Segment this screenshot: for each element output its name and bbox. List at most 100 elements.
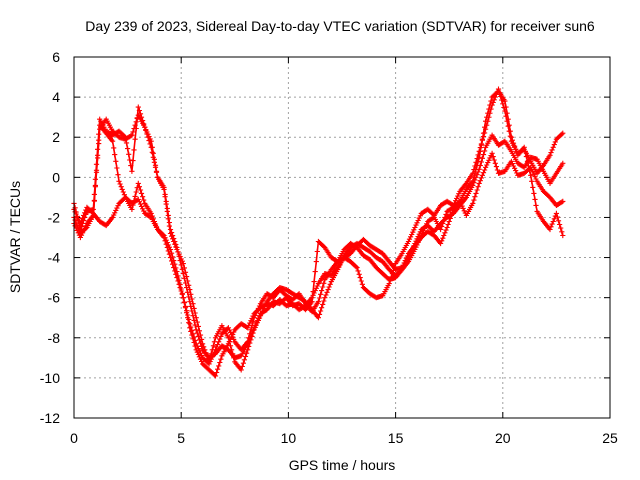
data-point-marker [551, 216, 557, 222]
data-point-marker [416, 215, 422, 221]
series-trace-4 [71, 86, 566, 361]
data-point-marker [182, 280, 189, 286]
data-point-marker [194, 319, 200, 325]
data-point-marker [169, 229, 175, 236]
data-point-marker [527, 168, 533, 174]
data-point-marker [559, 229, 565, 235]
data-point-marker [353, 264, 359, 270]
data-point-marker [153, 224, 160, 230]
data-point-marker [187, 321, 193, 327]
data-point-marker [177, 258, 183, 264]
data-point-marker [83, 211, 89, 217]
data-point-marker [184, 285, 190, 291]
data-point-marker [439, 223, 445, 230]
data-point-marker [112, 210, 118, 216]
data-point-marker [130, 158, 136, 164]
data-point-marker [179, 290, 185, 296]
data-point-marker [390, 267, 397, 273]
data-point-marker [245, 325, 251, 331]
data-point-marker [78, 232, 85, 238]
data-point-marker [391, 264, 398, 270]
data-point-marker [504, 118, 510, 124]
data-point-marker [229, 332, 235, 338]
data-point-marker [454, 195, 460, 201]
data-point-marker [145, 134, 151, 140]
data-point-marker [455, 193, 461, 199]
data-point-marker [508, 158, 514, 164]
data-point-marker [548, 150, 554, 156]
data-point-marker [74, 227, 80, 234]
data-point-marker [443, 211, 449, 217]
data-point-marker [163, 237, 169, 243]
data-point-marker [335, 267, 341, 273]
data-point-marker [531, 171, 537, 177]
data-point-marker [132, 136, 138, 142]
data-point-marker [138, 203, 145, 209]
data-point-marker [555, 218, 562, 224]
y-tick-label: -12 [40, 410, 60, 426]
data-point-marker [479, 137, 485, 143]
data-point-marker [72, 223, 78, 229]
data-point-marker [149, 213, 155, 219]
data-point-marker [485, 118, 491, 124]
data-point-marker [532, 196, 538, 202]
data-point-marker [161, 232, 167, 239]
data-point-marker [117, 181, 123, 187]
data-point-marker [217, 359, 223, 366]
data-point-marker [128, 163, 134, 169]
data-point-marker [316, 311, 323, 317]
data-point-marker [491, 97, 497, 103]
series-trace-line [73, 152, 564, 377]
data-point-marker [477, 145, 483, 151]
data-point-marker [408, 234, 414, 240]
data-point-marker [241, 357, 247, 363]
data-point-marker [552, 139, 558, 145]
data-point-marker [456, 199, 462, 205]
data-point-marker [137, 187, 144, 193]
data-point-marker [471, 167, 477, 173]
data-point-marker [74, 213, 80, 219]
data-point-marker [215, 341, 221, 348]
data-point-marker [78, 223, 85, 230]
data-point-marker [174, 244, 180, 251]
data-point-marker [126, 151, 132, 157]
data-point-marker [132, 193, 138, 199]
data-point-marker [475, 152, 481, 158]
data-point-marker [172, 238, 178, 245]
data-point-marker [165, 212, 171, 218]
data-point-marker [490, 154, 496, 160]
data-point-marker [192, 322, 198, 328]
data-point-marker [473, 159, 479, 165]
data-point-marker [194, 330, 200, 336]
data-point-marker [152, 221, 159, 227]
data-point-marker [113, 207, 119, 213]
data-point-marker [114, 205, 120, 211]
data-point-marker [115, 172, 121, 178]
data-point-marker [316, 295, 323, 301]
data-point-marker [553, 210, 559, 216]
data-point-marker [247, 335, 253, 341]
data-point-marker [314, 248, 320, 255]
data-point-marker [196, 337, 202, 343]
data-point-marker [167, 246, 174, 253]
data-point-marker [405, 238, 412, 245]
data-point-marker [321, 298, 327, 304]
data-point-marker [263, 301, 269, 307]
data-point-marker [505, 123, 511, 129]
data-point-marker [476, 148, 482, 154]
data-point-marker [116, 178, 122, 184]
data-point-marker [149, 149, 155, 155]
data-point-marker [250, 327, 256, 333]
data-point-marker [560, 198, 566, 204]
data-point-marker [185, 312, 191, 318]
data-point-marker [474, 156, 480, 162]
data-point-marker [389, 271, 395, 277]
data-point-marker [500, 101, 506, 107]
data-point-marker [549, 147, 555, 153]
data-point-marker [356, 271, 362, 277]
data-point-marker [164, 205, 170, 211]
data-point-marker [181, 275, 187, 281]
data-point-marker [180, 295, 186, 301]
x-tick-label: 0 [70, 430, 78, 446]
data-point-marker [482, 130, 488, 136]
